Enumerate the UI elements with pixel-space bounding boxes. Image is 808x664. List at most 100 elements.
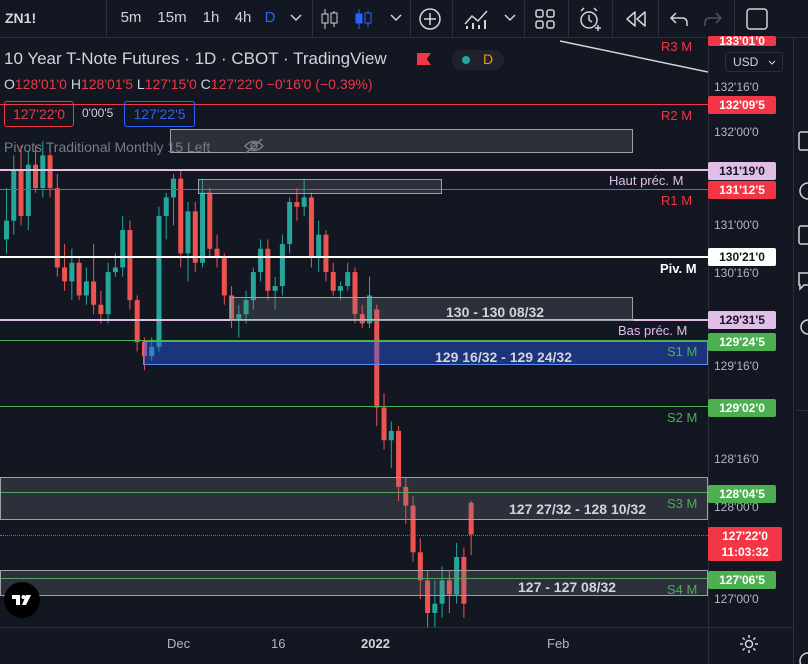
price-tick: 132'16'0 [714, 80, 759, 94]
fullscreen-button[interactable] [742, 0, 772, 38]
level-label-pivot: Piv. M [660, 261, 697, 276]
candle-body [308, 197, 314, 259]
candle-body [352, 272, 358, 315]
candle-body [272, 286, 278, 291]
toolbar-divider [410, 0, 411, 38]
indicator-legend[interactable]: Pivots Traditional Monthly 15 Left [4, 139, 211, 155]
help-icon[interactable] [798, 650, 808, 664]
r1-price-box: 131'12'5 [708, 181, 776, 199]
candle-body [47, 155, 53, 189]
ohlc-close: 127'22'0 [210, 76, 263, 92]
timeframe-1h-button[interactable]: 1h [202, 9, 220, 26]
data-window-icon[interactable] [798, 224, 808, 246]
candle-body [229, 295, 235, 319]
candle-body [127, 230, 133, 301]
zone-127[interactable] [0, 570, 708, 596]
timeframe-d-button[interactable]: D [264, 9, 276, 26]
s4-line [0, 578, 708, 579]
ideas-icon[interactable] [798, 316, 808, 338]
market-status-letter: D [483, 51, 494, 67]
bar-style-dropdown-button[interactable] [386, 0, 406, 38]
zone-top[interactable] [170, 129, 633, 153]
bar-style-active-button[interactable] [352, 0, 376, 38]
timeframe-15m-button[interactable]: 15m [157, 9, 187, 26]
candles-active-icon [355, 9, 372, 29]
candle-body [258, 248, 264, 273]
level-label-r2: R2 M [661, 108, 693, 123]
flag-icon[interactable] [417, 53, 431, 65]
watchlist-icon[interactable] [798, 130, 808, 152]
chart-title[interactable]: 10 Year T-Note Futures · 1D · CBOT · Tra… [4, 49, 387, 68]
candle-body [120, 230, 126, 268]
candle-body [425, 580, 431, 614]
timeframe-4h-button[interactable]: 4h [234, 9, 252, 26]
candle-body [33, 164, 39, 189]
trend-line[interactable] [0, 38, 708, 627]
s3-price-box: 128'04'5 [708, 485, 776, 503]
candle-body [316, 234, 322, 259]
chart-pane[interactable]: 130 - 130 08/32 129 16/32 - 129 24/32 12… [0, 38, 708, 627]
currency-select[interactable]: USD [725, 52, 783, 72]
bar-countdown: 11:03:32 [721, 545, 769, 559]
toolbar-divider [658, 0, 659, 38]
indicators-button[interactable] [462, 0, 490, 38]
indicators-dropdown-button[interactable] [500, 0, 520, 38]
candle-body [163, 197, 169, 217]
time-axis[interactable]: Dec 16 2022 Feb [0, 627, 708, 664]
replay-button[interactable] [622, 0, 650, 38]
candle-body [468, 502, 474, 535]
candle-body [294, 202, 300, 207]
candle-body [388, 430, 394, 441]
chat-icon[interactable] [798, 270, 808, 292]
gear-icon[interactable] [739, 634, 759, 654]
candle-body [214, 248, 220, 259]
ohlc-l-label: L [136, 76, 145, 92]
level-label-bas-prec: Bas préc. M [618, 323, 688, 338]
market-status[interactable]: D [452, 50, 504, 70]
candle-body [461, 556, 467, 604]
timeframe-5m-button[interactable]: 5m [120, 9, 142, 26]
zone-label-129: 129 16/32 - 129 24/32 [435, 349, 573, 365]
candle-body [367, 295, 372, 324]
zone-128[interactable] [0, 477, 708, 520]
level-label-s4: S4 M [667, 582, 698, 597]
zone-129[interactable] [143, 341, 708, 365]
bar-style-button[interactable] [318, 0, 342, 38]
candle-body [374, 309, 380, 408]
candle-body [69, 262, 75, 282]
zone-130[interactable] [230, 297, 633, 321]
chevron-down-icon [290, 14, 302, 22]
eye-off-icon[interactable] [243, 137, 265, 155]
candle-body [178, 178, 184, 254]
candle-body [337, 286, 343, 291]
alarm-clock-plus-icon [580, 7, 601, 31]
sell-button[interactable]: 127'22'0 [4, 101, 74, 127]
candle-body [91, 281, 97, 305]
ohlc-c-label: C [200, 76, 211, 92]
symbol-search-button[interactable]: ZN1! [5, 10, 37, 26]
candle-body [236, 314, 242, 319]
layouts-button[interactable] [532, 0, 558, 38]
candle-body [221, 258, 227, 296]
candle-body [265, 248, 271, 291]
grid-layout-icon [535, 9, 555, 29]
tradingview-logo[interactable] [4, 582, 40, 618]
timeframe-dropdown-button[interactable] [286, 0, 306, 38]
undo-button[interactable] [666, 0, 692, 38]
compare-button[interactable] [416, 0, 444, 38]
market-open-dot-icon [462, 56, 470, 64]
redo-button[interactable] [700, 0, 726, 38]
alert-button[interactable] [575, 0, 605, 38]
alerts-clock-icon[interactable] [798, 180, 808, 202]
candle-body [243, 300, 249, 315]
candle-body [170, 178, 176, 198]
time-tick: Feb [547, 636, 570, 651]
zone-upper-small[interactable] [198, 179, 442, 194]
candle-body [381, 407, 387, 441]
buy-button[interactable]: 127'22'5 [124, 101, 195, 127]
price-tick: 128'16'0 [714, 452, 759, 466]
ohlc-h-label: H [70, 76, 81, 92]
tv-logo-icon [12, 595, 31, 605]
indicators-icon [464, 10, 488, 29]
